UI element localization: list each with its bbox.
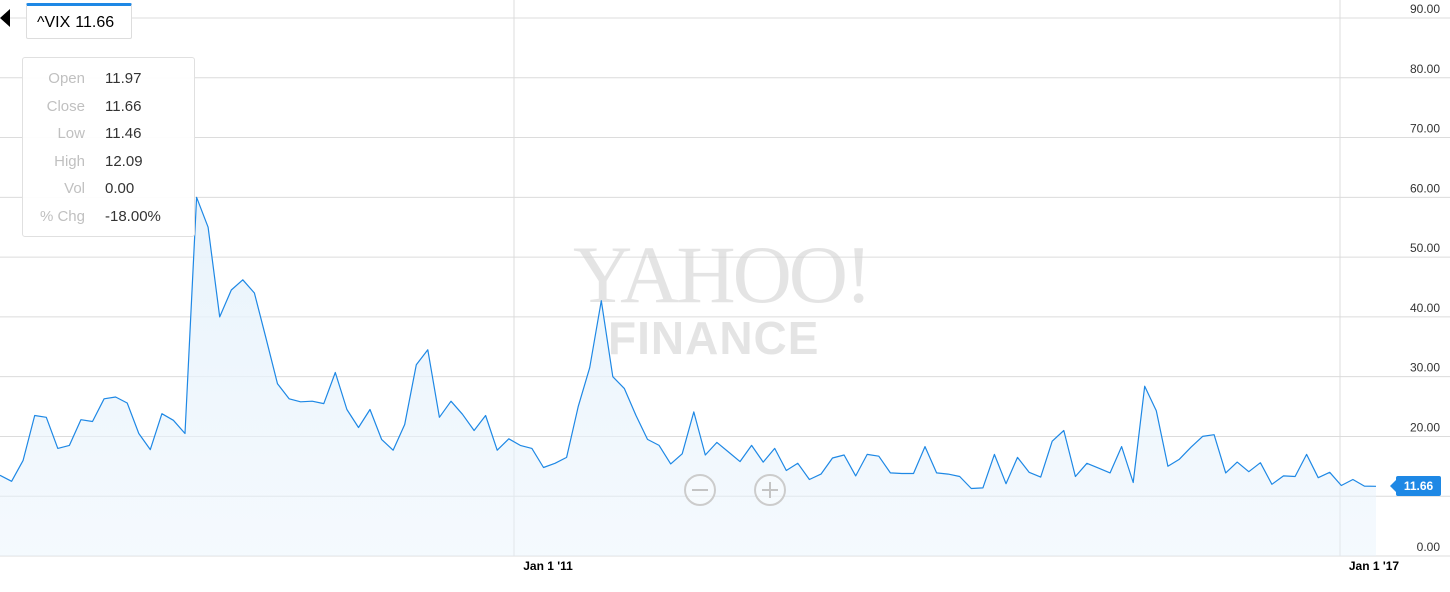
ohlc-value: 0.00 xyxy=(105,180,135,198)
ohlc-label: High xyxy=(54,152,85,170)
y-tick-label: 30.00 xyxy=(1410,361,1440,375)
y-tick-label: 90.00 xyxy=(1410,2,1440,16)
zoom-in-button[interactable] xyxy=(754,474,786,506)
ticker-badge[interactable]: ^VIX 11.66 xyxy=(26,3,132,39)
yahoo-finance-watermark: YAHOO! FINANCE xyxy=(573,229,872,364)
x-axis-tick-labels: Jan 1 '11 Jan 1 '17 xyxy=(523,559,1399,573)
y-tick-label: 20.00 xyxy=(1410,420,1440,434)
y-axis-tick-labels: 0.0010.0020.0030.0040.0050.0060.0070.008… xyxy=(1410,2,1440,554)
y-tick-label: 70.00 xyxy=(1410,122,1440,136)
y-tick-label: 0.00 xyxy=(1417,540,1441,554)
watermark-line2: FINANCE xyxy=(608,312,819,364)
y-tick-label: 50.00 xyxy=(1410,241,1440,255)
x-tick-label: Jan 1 '17 xyxy=(1349,559,1400,573)
minus-circle-icon xyxy=(692,489,708,491)
ohlc-label: Close xyxy=(46,97,85,115)
y-tick-label: 40.00 xyxy=(1410,301,1440,315)
y-tick-label: 80.00 xyxy=(1410,62,1440,76)
ohlc-row-open: Open 11.97 xyxy=(23,65,194,93)
ohlc-value: 11.66 xyxy=(105,97,142,115)
ohlc-label: Open xyxy=(48,70,85,88)
series-area-fill xyxy=(0,197,1376,557)
last-price-label: 11.66 xyxy=(1390,476,1441,496)
ohlc-row-vol: Vol 0.00 xyxy=(23,175,194,203)
ohlc-tooltip: Open 11.97 Close 11.66 Low 11.46 High 12… xyxy=(22,57,195,237)
series-line xyxy=(0,196,1377,490)
ohlc-value: 12.09 xyxy=(105,152,143,170)
zoom-out-button[interactable] xyxy=(684,474,716,506)
ohlc-label: % Chg xyxy=(39,207,85,225)
y-tick-label: 60.00 xyxy=(1410,181,1440,195)
ohlc-value: 11.46 xyxy=(105,125,142,143)
ohlc-row-high: High 12.09 xyxy=(23,148,194,176)
x-tick-label: Jan 1 '11 xyxy=(523,559,573,573)
ohlc-label: Vol xyxy=(64,180,85,198)
ohlc-row-pct-change: % Chg -18.00% xyxy=(23,203,194,231)
ohlc-value: 11.97 xyxy=(105,70,142,88)
watermark-line1: YAHOO! xyxy=(573,229,869,320)
ticker-price: 11.66 xyxy=(75,14,115,31)
triangle-left-icon[interactable] xyxy=(0,9,10,27)
ohlc-row-close: Close 11.66 xyxy=(23,93,194,121)
ohlc-label: Low xyxy=(57,125,85,143)
ohlc-value: -18.00% xyxy=(105,207,161,225)
ticker-symbol: ^VIX xyxy=(37,14,71,31)
ohlc-row-low: Low 11.46 xyxy=(23,120,194,148)
